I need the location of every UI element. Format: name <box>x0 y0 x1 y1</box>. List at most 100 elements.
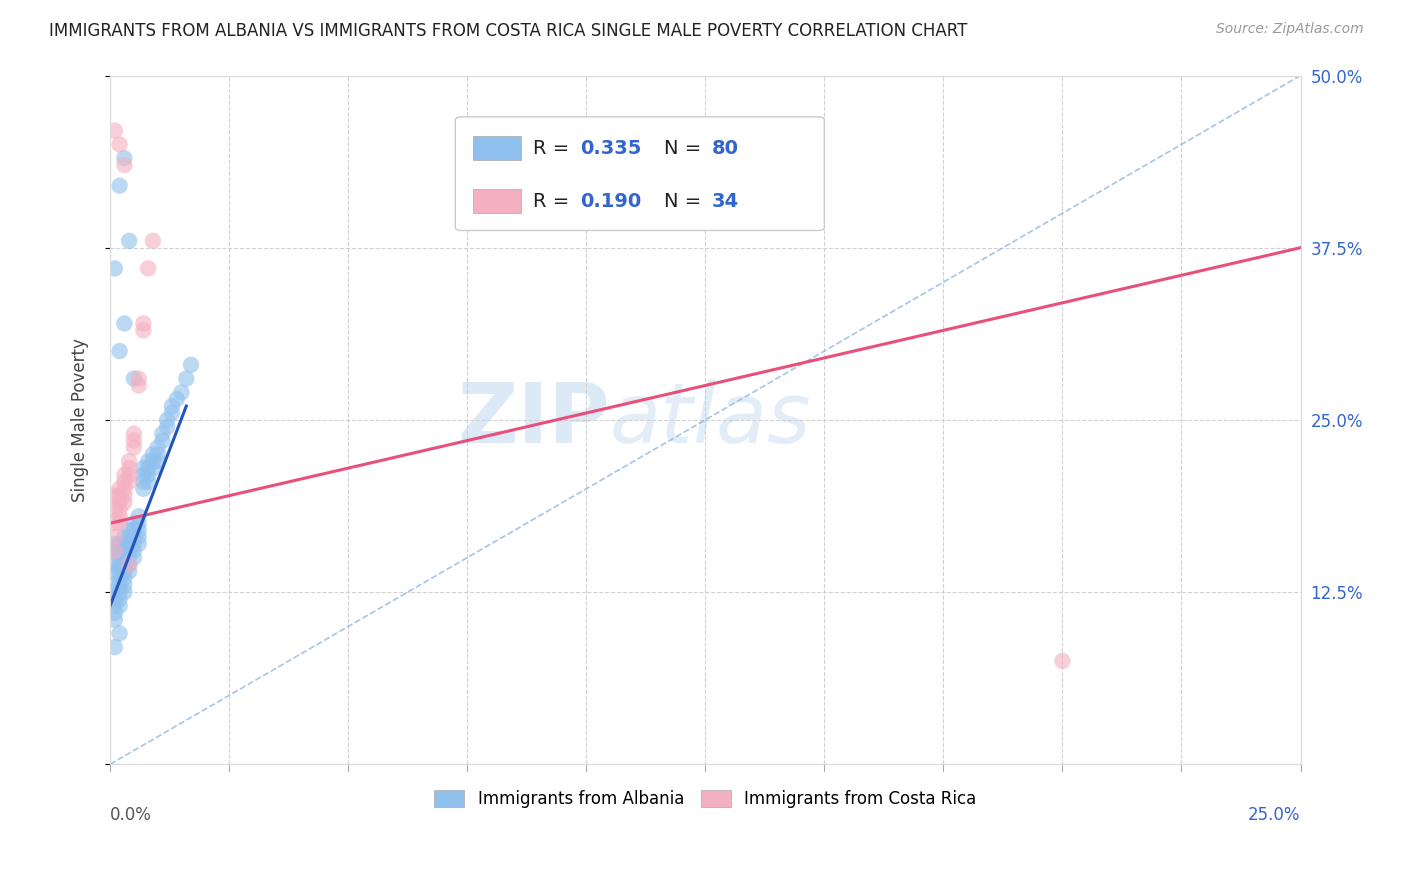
Point <box>112 475 135 489</box>
Point <box>122 550 145 565</box>
Text: 34: 34 <box>711 192 738 211</box>
Point <box>160 406 183 420</box>
Point <box>104 502 127 516</box>
Point <box>112 537 135 551</box>
Point <box>108 599 131 613</box>
Point <box>108 626 131 640</box>
Point <box>132 468 155 483</box>
Y-axis label: Single Male Poverty: Single Male Poverty <box>72 338 89 502</box>
Point <box>118 454 141 468</box>
Point <box>108 482 131 496</box>
Point <box>128 537 150 551</box>
Text: R =: R = <box>533 139 575 158</box>
Point <box>156 419 179 434</box>
Point <box>108 516 131 531</box>
Point <box>136 468 159 483</box>
Point <box>104 565 127 579</box>
Point <box>108 550 131 565</box>
Point <box>152 426 174 441</box>
Point <box>112 151 135 165</box>
Point <box>108 578 131 592</box>
Point <box>108 585 131 599</box>
Point <box>112 558 135 572</box>
Text: 25.0%: 25.0% <box>1249 805 1301 823</box>
Point <box>118 530 141 544</box>
Point <box>136 454 159 468</box>
Point <box>108 591 131 606</box>
Point <box>104 599 127 613</box>
Point <box>108 537 131 551</box>
Point <box>122 441 145 455</box>
Point <box>1052 654 1074 668</box>
Text: IMMIGRANTS FROM ALBANIA VS IMMIGRANTS FROM COSTA RICA SINGLE MALE POVERTY CORREL: IMMIGRANTS FROM ALBANIA VS IMMIGRANTS FR… <box>49 22 967 40</box>
Point <box>156 413 179 427</box>
Text: 80: 80 <box>711 139 738 158</box>
Point <box>142 234 165 248</box>
Point <box>142 447 165 461</box>
Point <box>122 523 145 537</box>
Point <box>166 392 188 407</box>
Point <box>104 489 127 503</box>
Point <box>122 543 145 558</box>
Point <box>146 441 169 455</box>
Bar <box>474 136 520 161</box>
Point <box>132 461 155 475</box>
Point <box>118 523 141 537</box>
Point <box>122 516 145 531</box>
Point <box>128 509 150 524</box>
Point <box>108 565 131 579</box>
Point <box>122 426 145 441</box>
Point <box>152 434 174 448</box>
Point <box>104 543 127 558</box>
Text: atlas: atlas <box>610 379 811 460</box>
Point <box>118 543 141 558</box>
Text: 0.0%: 0.0% <box>110 805 152 823</box>
Point <box>122 530 145 544</box>
Point <box>118 565 141 579</box>
Text: ZIP: ZIP <box>457 379 610 460</box>
Point <box>112 495 135 509</box>
Point <box>132 323 155 337</box>
Point <box>118 461 141 475</box>
Text: N =: N = <box>664 192 707 211</box>
Text: Source: ZipAtlas.com: Source: ZipAtlas.com <box>1216 22 1364 37</box>
Point <box>122 371 145 385</box>
Point <box>112 489 135 503</box>
FancyBboxPatch shape <box>456 117 824 230</box>
Text: 0.335: 0.335 <box>581 139 641 158</box>
Point <box>112 543 135 558</box>
Point <box>118 475 141 489</box>
Point <box>128 516 150 531</box>
Point <box>112 530 135 544</box>
Point <box>146 454 169 468</box>
Text: R =: R = <box>533 192 575 211</box>
Point <box>112 482 135 496</box>
Point <box>112 565 135 579</box>
Point <box>104 640 127 655</box>
Point <box>132 482 155 496</box>
Point <box>104 578 127 592</box>
Point <box>170 385 193 400</box>
Point <box>108 137 131 152</box>
Point <box>104 606 127 620</box>
Point <box>112 317 135 331</box>
Point <box>118 558 141 572</box>
Bar <box>474 189 520 213</box>
Point <box>108 495 131 509</box>
Point <box>132 475 155 489</box>
Point <box>104 585 127 599</box>
Point <box>122 537 145 551</box>
Legend: Immigrants from Albania, Immigrants from Costa Rica: Immigrants from Albania, Immigrants from… <box>427 783 983 814</box>
Point <box>104 123 127 137</box>
Point <box>108 509 131 524</box>
Point <box>112 585 135 599</box>
Point <box>128 530 150 544</box>
Point <box>118 550 141 565</box>
Point <box>108 489 131 503</box>
Point <box>118 468 141 483</box>
Point <box>132 317 155 331</box>
Point <box>108 558 131 572</box>
Point <box>112 158 135 172</box>
Text: 0.190: 0.190 <box>581 192 641 211</box>
Point <box>142 461 165 475</box>
